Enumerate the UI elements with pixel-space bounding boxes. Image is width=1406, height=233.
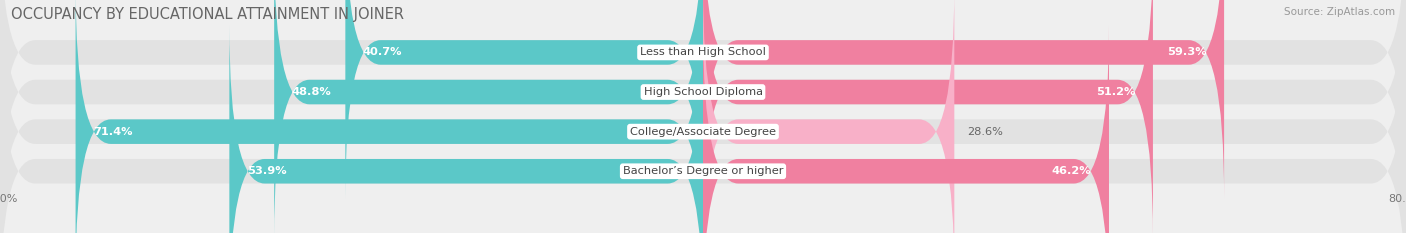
Text: OCCUPANCY BY EDUCATIONAL ATTAINMENT IN JOINER: OCCUPANCY BY EDUCATIONAL ATTAINMENT IN J… <box>11 7 405 22</box>
Text: 40.7%: 40.7% <box>363 48 402 57</box>
Text: 71.4%: 71.4% <box>93 127 132 137</box>
Text: College/Associate Degree: College/Associate Degree <box>630 127 776 137</box>
Text: 51.2%: 51.2% <box>1095 87 1136 97</box>
FancyBboxPatch shape <box>346 0 703 199</box>
FancyBboxPatch shape <box>0 25 1406 233</box>
Text: Bachelor’s Degree or higher: Bachelor’s Degree or higher <box>623 166 783 176</box>
Text: 46.2%: 46.2% <box>1052 166 1091 176</box>
FancyBboxPatch shape <box>703 0 1225 199</box>
Text: High School Diploma: High School Diploma <box>644 87 762 97</box>
FancyBboxPatch shape <box>703 0 1153 233</box>
FancyBboxPatch shape <box>0 0 1406 199</box>
Text: 28.6%: 28.6% <box>967 127 1004 137</box>
Text: 59.3%: 59.3% <box>1167 48 1206 57</box>
FancyBboxPatch shape <box>76 0 703 233</box>
Text: Less than High School: Less than High School <box>640 48 766 57</box>
Text: Source: ZipAtlas.com: Source: ZipAtlas.com <box>1284 7 1395 17</box>
Text: 48.8%: 48.8% <box>292 87 332 97</box>
FancyBboxPatch shape <box>274 0 703 233</box>
FancyBboxPatch shape <box>229 25 703 233</box>
Text: 53.9%: 53.9% <box>247 166 287 176</box>
FancyBboxPatch shape <box>703 0 955 233</box>
FancyBboxPatch shape <box>703 25 1109 233</box>
